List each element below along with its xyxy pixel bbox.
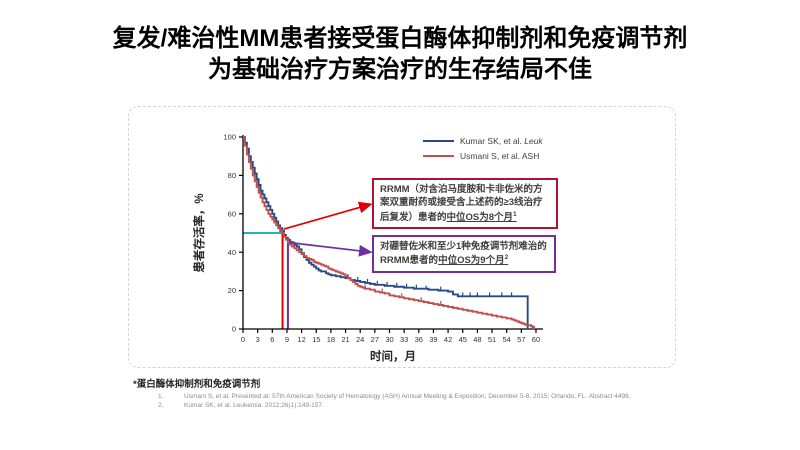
svg-text:36: 36 (415, 335, 423, 344)
footnote: *蛋白酶体抑制剂和免疫调节剂 (133, 379, 261, 390)
callout1-text: RRMM（对含泊马度胺和卡非佐米的方案双重耐药或接受含上述药的≥3线治疗后复发）… (380, 184, 543, 223)
reference-item: 1. Usmani S, et al. Presented at: 57th A… (158, 393, 631, 400)
legend-label-usmani: Usmani S, et al. ASH (460, 151, 539, 161)
svg-text:0: 0 (241, 335, 245, 344)
title-line-2: 为基础治疗方案治疗的生存结局不佳 (208, 55, 592, 83)
svg-text:100: 100 (223, 133, 236, 142)
callout-arrow (283, 201, 373, 230)
content-placeholder-frame (128, 106, 676, 368)
km-curve-kumar (243, 136, 529, 329)
reference-item: 2. Kumar SK, et al. Leukemia. 2012;26(1)… (158, 402, 324, 410)
svg-text:42: 42 (444, 335, 452, 344)
svg-text:60: 60 (228, 209, 236, 218)
km-curve-usmani (243, 136, 535, 329)
svg-text:21: 21 (341, 335, 349, 344)
svg-text:18: 18 (327, 335, 335, 344)
svg-text:24: 24 (356, 335, 364, 344)
svg-text:3: 3 (256, 335, 260, 344)
chart-legend: Kumar SK, et al. Leuk Usmani S, et al. A… (423, 136, 543, 161)
svg-text:57: 57 (517, 335, 525, 344)
callout2-underline: 中位OS为9个月2 (438, 254, 509, 267)
svg-text:27: 27 (371, 335, 379, 344)
callout1-underline: 中位OS为8个月1 (446, 210, 517, 223)
svg-text:6: 6 (270, 335, 274, 344)
callout-arrow (289, 241, 373, 257)
x-axis-label: 时间，月 (370, 349, 416, 363)
callout-arrows (283, 201, 373, 257)
svg-text:15: 15 (312, 335, 320, 344)
svg-text:51: 51 (488, 335, 496, 344)
svg-text:60: 60 (532, 335, 540, 344)
survival-curves (243, 136, 535, 329)
svg-text:33: 33 (400, 335, 408, 344)
legend-label-kumar: Kumar SK, et al. Leuk (460, 136, 543, 146)
title-line-1: 复发/难治性MM患者接受蛋白酶体抑制剂和免疫调节剂 (112, 25, 688, 52)
svg-text:12: 12 (297, 335, 305, 344)
svg-text:9: 9 (285, 335, 289, 344)
callout1-ref-sup: 1 (513, 210, 517, 218)
svg-text:0: 0 (232, 325, 236, 334)
y-axis-label: 患者存活率，% (192, 193, 206, 272)
callout2-ref-sup: 2 (504, 254, 509, 262)
svg-text:30: 30 (385, 335, 393, 344)
svg-text:39: 39 (429, 335, 437, 344)
reference-list: 1. Usmani S, et al. Presented at: 57th A… (158, 392, 631, 411)
svg-text:45: 45 (459, 335, 467, 344)
callout-rrmm-double-refractory: RRMM（对含泊马度胺和卡非佐米的方案双重耐药或接受含上述药的≥3线治疗后复发）… (372, 178, 558, 230)
callout-bortezomib-refractory: 对硼替佐米和至少1种免疫调节剂难治的RRMM患者的中位OS为9个月2 (372, 235, 556, 273)
svg-text:40: 40 (228, 248, 236, 257)
callout2-text: 对硼替佐米和至少1种免疫调节剂难治的RRMM患者的 (380, 241, 547, 267)
median-reference-lines (243, 232, 289, 329)
svg-text:20: 20 (228, 286, 236, 295)
svg-text:54: 54 (503, 335, 511, 344)
svg-text:48: 48 (473, 335, 481, 344)
page-title: 复发/难治性MM患者接受蛋白酶体抑制剂和免疫调节剂 为基础治疗方案治疗的生存结局… (0, 24, 800, 85)
svg-text:80: 80 (228, 171, 236, 180)
